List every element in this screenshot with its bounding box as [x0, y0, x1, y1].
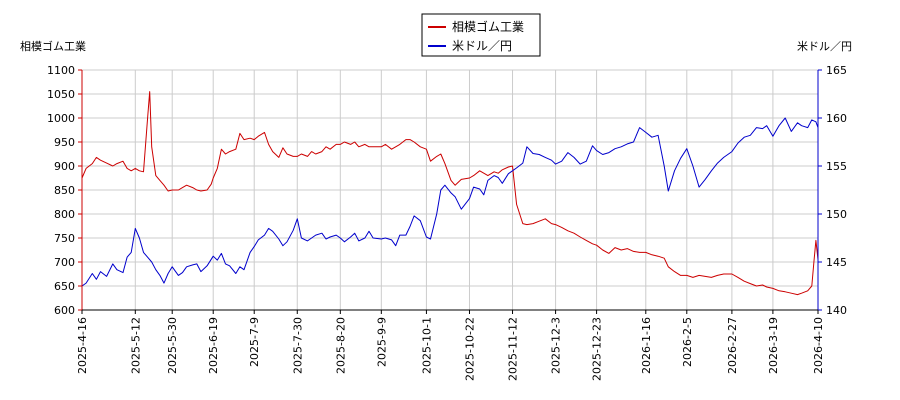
left-tick-label: 800: [54, 208, 75, 221]
left-tick-label: 1100: [47, 64, 75, 77]
x-tick-label: 2025-5-30: [166, 317, 179, 374]
series-line-1: [81, 91, 819, 296]
axes: 600 650 700 750 800 850 900 950 1000 1050 1100 140 1…: [20, 39, 852, 381]
x-tick-label: 2025-11-12: [507, 317, 520, 381]
left-tick-label: 650: [54, 280, 75, 293]
right-tick-label: 150: [826, 208, 847, 221]
left-tick-label: 900: [54, 160, 75, 173]
left-tick-label: 600: [54, 304, 75, 317]
left-axis-title: 相模ゴム工業: [20, 39, 86, 53]
x-tick-label: 2025-7-30: [291, 317, 304, 374]
right-tick-label: 165: [826, 64, 847, 77]
x-tick-label: 2025-4-16: [76, 317, 89, 374]
x-tick-label: 2026-4-10: [812, 317, 825, 374]
grid: [81, 69, 819, 311]
left-tick-label: 850: [54, 184, 75, 197]
right-tick-label: 155: [826, 160, 847, 173]
legend-box: [421, 13, 541, 57]
legend-label-1: 相模ゴム工業: [452, 19, 524, 34]
legend-label-2: 米ドル／円: [452, 39, 512, 53]
x-tick-label: 2026-1-16: [640, 317, 653, 374]
left-tick-label: 950: [54, 136, 75, 149]
left-tick-label: 1000: [47, 112, 75, 125]
x-tick-label: 2025-9-9: [375, 317, 388, 367]
right-tick-label: 140: [826, 304, 847, 317]
x-tick-label: 2025-6-19: [207, 317, 220, 374]
x-tick-label: 2025-12-3: [550, 317, 563, 374]
x-tick-label: 2026-2-27: [726, 317, 739, 374]
right-axis-title: 米ドル／円: [797, 40, 852, 53]
left-tick-label: 750: [54, 232, 75, 245]
x-tick-label: 2026-2-5: [681, 317, 694, 367]
left-tick-label: 1050: [47, 88, 75, 101]
x-tick-label: 2025-7-9: [248, 317, 261, 367]
x-tick-label: 2025-12-23: [591, 317, 604, 381]
left-tick-label: 700: [54, 256, 75, 269]
series-line-2: [81, 117, 819, 287]
right-tick-label: 145: [826, 256, 847, 269]
x-tick-label: 2026-3-19: [767, 317, 780, 374]
x-tick-label: 2025-5-12: [129, 317, 142, 374]
series-layer: [81, 91, 819, 296]
x-tick-label: 2025-10-1: [420, 317, 433, 374]
right-tick-label: 160: [826, 112, 847, 125]
x-tick-label: 2025-10-22: [463, 317, 476, 381]
x-tick-label: 2025-8-20: [334, 317, 347, 374]
